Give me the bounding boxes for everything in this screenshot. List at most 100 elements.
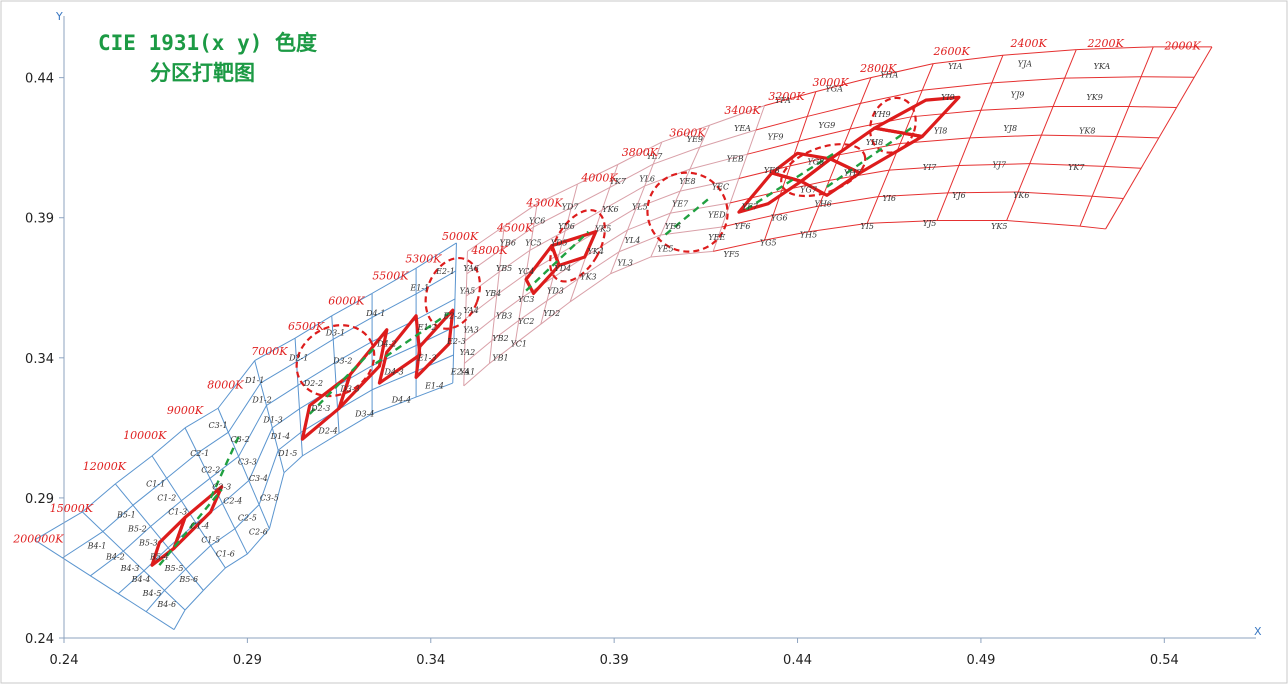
bin-cell-label: YH7 [844,169,862,178]
bin-cell-label: YG5 [760,239,777,248]
warm-grid-cross-line [1041,134,1117,137]
bin-cell-label: YB4 [485,289,501,298]
cct-label: 9000K [167,404,204,417]
bin-cell-label: YB6 [500,239,516,248]
warm-grid-cross-line [764,91,817,107]
bin-cell-label: D2-1 [288,354,308,363]
bin-cell-label: YL3 [617,258,633,267]
y-tick-label: 0.44 [25,72,54,87]
axis-layer: X Y 0.24 0.29 0.34 0.39 0.44 0.49 0.54 0.24 0.29… [25,10,1262,668]
cool-grid-cross-line [302,433,340,457]
label-layer: B4-1 B4-2 B4-3 B4-4 B4-5 B4-6 B5-1 B5-2 B5-3 B5-4… [12,37,1201,609]
bin-cell-label: D1-4 [270,432,290,441]
bin-cell-label: YH6 [815,200,832,209]
bin-cell-label: C3-2 [231,435,250,444]
bin-cell-label: YED [708,211,726,220]
bin-cell-label: C1-3 [168,508,187,517]
cct-label: 12000K [83,460,127,473]
cct-label: 7000K [251,345,288,358]
y-tick-label: 0.34 [25,352,54,367]
cool-grid-cross-line [227,382,262,433]
bin-cell-label: B5-3 [138,539,158,548]
title-layer: CIE 1931(x y) 色度 分区打靶图 [98,31,317,85]
bin-cell-label: B4-4 [131,575,151,584]
cct-label: 4000K [580,171,618,184]
warm-grid-cross-line [878,192,948,198]
bin-cell-label: YB3 [496,312,512,321]
warm-grid-cross-line [980,106,1054,111]
cool-grid-cross-line [173,609,186,630]
bin-cell-label: YEB [727,155,744,164]
cool-grid-cross-line [248,427,273,481]
cct-label: 3000K [812,76,849,89]
bin-cell-label: E2-2 [442,312,462,321]
x-tick-label: 0.34 [416,653,445,668]
cool-grid-iso-line [452,242,457,384]
cool-grid-cross-line [184,407,219,429]
warm-grid-cross-line [464,340,493,364]
bin-cell-label: YG9 [818,121,835,130]
warm-grid-cross-line [911,109,981,118]
warm-grid-cross-line [601,185,645,211]
bin-cell-label: YFA [775,96,791,105]
cool-grid-cross-line [335,365,373,387]
bin-cell-label: YG8 [807,157,824,166]
cool-grid-cross-line [371,370,417,391]
warm-grid-cross-line [617,141,663,165]
x-tick-label: 0.44 [783,653,812,668]
bin-cell-label: C3-4 [249,474,268,483]
bin-cell-label: YH8 [866,138,883,147]
bin-cell-label: YI7 [923,163,937,172]
bin-cell-label: C2-6 [249,527,268,536]
bin-cell-label: B4-3 [120,564,140,573]
warm-grid-cross-line [689,153,748,170]
warm-grid-cross-line [709,105,765,126]
bin-cell-label: YF8 [764,166,780,175]
bin-cell-label: YIA [948,62,962,71]
cool-grid-iso-line [331,315,340,434]
x-tick-label: 0.24 [50,653,79,668]
bin-cell-label: YL7 [647,152,664,161]
bin-cell-label: YC3 [518,295,534,304]
bin-cell-label: YF5 [724,250,740,259]
cool-grid-cross-line [294,315,333,339]
bin-cell-label: YL5 [632,202,648,211]
cool-grid-cross-line [115,455,153,485]
warm-grid-cross-line [1076,46,1154,51]
cool-grid-cross-line [151,427,186,457]
bin-cell-label: YK8 [1079,127,1095,136]
bin-cell-label: YF7 [742,202,759,211]
bin-cell-label: YA3 [463,326,479,335]
warm-grid-cross-line [498,249,531,273]
bin-cell-label: D1-3 [262,415,282,424]
cool-grid-cross-line [209,456,239,479]
bin-cell-label: YEA [734,124,751,133]
y-tick-label: 0.24 [25,632,54,647]
cool-grid-cross-line [203,567,226,591]
cool-grid-cross-line [123,526,151,552]
warm-grid-cross-line [496,273,527,296]
warm-grid-cross-line [1079,225,1106,230]
warm-grid-cross-line [1006,220,1080,227]
cool-grid-cross-line [283,455,303,474]
warm-grid-cross-line [464,317,495,342]
bin-cell-label: YD7 [562,202,580,211]
cool-grid-cross-line [415,382,453,398]
cct-label: 10000K [123,429,167,442]
y-axis-title: Y [55,10,63,23]
bin-cell-label: D3-4 [354,410,374,419]
warm-grid-cross-line [922,82,992,91]
cool-grid-cross-line [260,361,297,384]
warm-grid-cross-line [738,165,791,179]
cct-label: 2800K [859,62,897,75]
cct-label: 2200K [1087,37,1125,50]
warm-grid-cross-line [518,300,548,321]
bin-cell-label: E2-4 [450,368,470,377]
cct-label: 3600K [669,126,706,139]
bin-cell-label: D3-1 [325,328,345,337]
warm-grid-cross-line [540,301,571,325]
cool-grid-cross-line [268,472,285,529]
cool-grid-cross-line [197,431,229,454]
